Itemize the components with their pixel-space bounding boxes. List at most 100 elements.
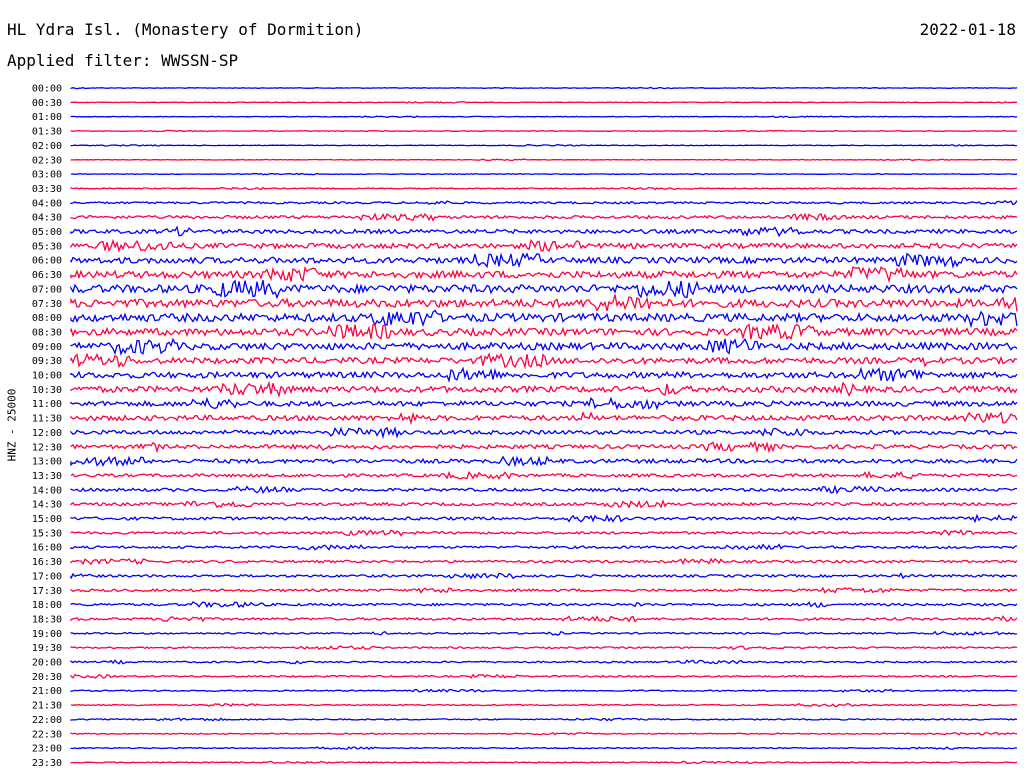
trace-line	[70, 337, 1018, 356]
trace-line	[70, 673, 1018, 679]
row-time-label: 01:00	[32, 112, 62, 123]
row-time-label: 00:30	[32, 98, 62, 109]
row-time-label: 02:30	[32, 155, 62, 166]
row-time-label: 16:00	[32, 543, 62, 554]
row-time-label: 20:30	[32, 672, 62, 683]
row-time-label: 05:30	[32, 241, 62, 252]
row-time-label: 10:30	[32, 385, 62, 396]
trace-line	[70, 688, 1018, 693]
row-time-label: 10:00	[32, 371, 62, 382]
trace-line	[70, 630, 1018, 636]
row-time-label: 01:30	[32, 127, 62, 138]
trace-line	[70, 129, 1018, 133]
trace-line	[70, 731, 1018, 736]
trace-line	[70, 410, 1018, 426]
row-time-label: 15:00	[32, 514, 62, 525]
trace-line	[70, 659, 1018, 665]
trace-line	[70, 396, 1018, 411]
row-time-label: 07:30	[32, 299, 62, 310]
row-time-label: 07:00	[32, 284, 62, 295]
filter-label: Applied filter: WWSSN-SP	[7, 51, 239, 70]
row-time-label: 03:00	[32, 170, 62, 181]
row-time-label: 22:30	[32, 729, 62, 740]
row-time-label: 13:30	[32, 471, 62, 482]
trace-line	[70, 760, 1018, 765]
trace-line	[70, 352, 1018, 370]
trace-line	[70, 513, 1018, 524]
trace-line	[70, 199, 1018, 206]
trace-line	[70, 572, 1018, 580]
trace-line	[70, 186, 1018, 191]
row-time-label: 19:30	[32, 643, 62, 654]
trace-line	[70, 86, 1018, 90]
trace-line	[70, 252, 1018, 269]
row-time-label: 04:30	[32, 213, 62, 224]
chart-date: 2022-01-18	[919, 20, 1016, 39]
trace-line	[70, 158, 1018, 162]
trace-line	[70, 746, 1017, 750]
row-time-label: 02:00	[32, 141, 62, 152]
trace-line	[70, 323, 1018, 341]
row-time-label: 16:30	[32, 557, 62, 568]
trace-line	[70, 309, 1018, 329]
row-time-label: 12:00	[32, 428, 62, 439]
trace-line	[70, 543, 1018, 551]
trace-line	[70, 380, 1018, 399]
trace-line	[70, 366, 1018, 384]
trace-line	[70, 615, 1018, 623]
row-time-label: 11:00	[32, 399, 62, 410]
row-time-label: 08:30	[32, 327, 62, 338]
trace-line	[70, 294, 1018, 312]
row-time-label: 04:00	[32, 198, 62, 209]
row-time-label: 23:30	[32, 758, 62, 769]
trace-line	[70, 238, 1018, 253]
row-time-label: 17:00	[32, 571, 62, 582]
row-time-label: 18:00	[32, 600, 62, 611]
trace-line	[70, 279, 1018, 300]
trace-line	[70, 702, 1018, 708]
row-time-label: 06:00	[32, 256, 62, 267]
trace-line	[70, 425, 1018, 440]
trace-line	[70, 529, 1018, 537]
row-time-label: 11:30	[32, 414, 62, 425]
trace-line	[70, 470, 1018, 480]
trace-line	[70, 225, 1018, 238]
trace-line	[70, 557, 1018, 566]
row-time-label: 17:30	[32, 586, 62, 597]
row-time-label: 14:30	[32, 500, 62, 511]
chart-title: HL Ydra Isl. (Monastery of Dormition)	[7, 20, 364, 39]
trace-line	[70, 586, 1018, 594]
row-time-label: 21:30	[32, 701, 62, 712]
row-time-label: 12:30	[32, 442, 62, 453]
row-time-label: 09:00	[32, 342, 62, 353]
trace-line	[70, 484, 1018, 495]
row-time-label: 19:00	[32, 629, 62, 640]
trace-line	[70, 455, 1018, 468]
trace-line	[70, 717, 1018, 722]
row-time-label: 13:00	[32, 457, 62, 468]
trace-line	[70, 440, 1018, 454]
trace-line	[70, 172, 1017, 176]
row-time-label: 05:00	[32, 227, 62, 238]
row-time-label: 22:00	[32, 715, 62, 726]
trace-line	[70, 144, 1017, 147]
row-time-label: 14:00	[32, 485, 62, 496]
row-time-label: 15:30	[32, 528, 62, 539]
row-time-label: 09:30	[32, 356, 62, 367]
row-time-label: 23:00	[32, 744, 62, 755]
trace-line	[70, 101, 1018, 104]
row-time-label: 03:30	[32, 184, 62, 195]
trace-line	[70, 115, 1018, 119]
trace-line	[70, 645, 1018, 651]
row-time-label: 18:30	[32, 614, 62, 625]
trace-line	[70, 601, 1018, 608]
trace-line	[70, 265, 1018, 284]
row-time-label: 00:00	[32, 84, 62, 95]
row-time-label: 08:00	[32, 313, 62, 324]
trace-line	[70, 212, 1018, 222]
row-time-label: 21:00	[32, 686, 62, 697]
row-time-label: 20:00	[32, 658, 62, 669]
row-time-label: 06:30	[32, 270, 62, 281]
trace-line	[70, 499, 1018, 509]
